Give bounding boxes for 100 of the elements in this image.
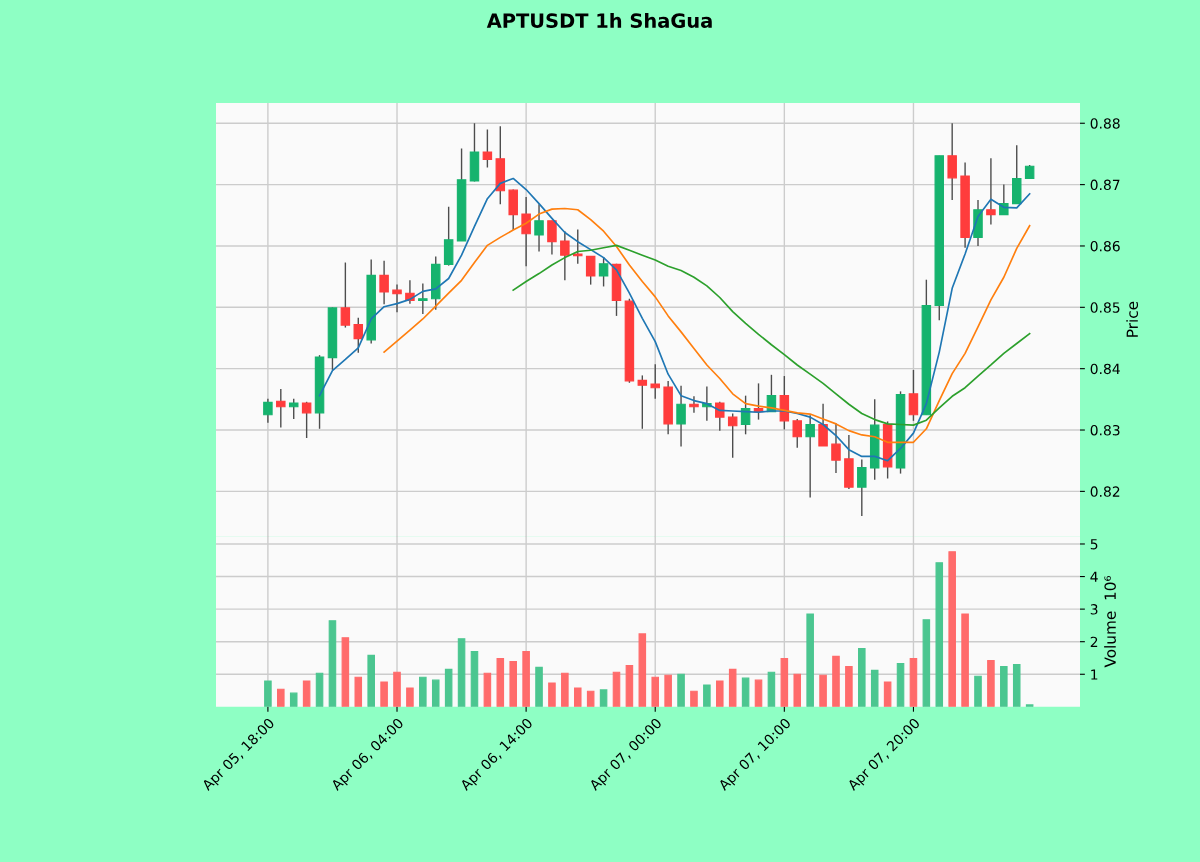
candlestick [831, 422, 841, 474]
candlestick [288, 398, 299, 420]
candlestick [598, 256, 609, 288]
bar [586, 690, 595, 707]
bar [780, 658, 789, 707]
bar [354, 676, 363, 707]
y-tick-label: 0.86 [1090, 240, 1120, 252]
y-tick-label: 2 [1090, 636, 1098, 647]
candlestick [857, 458, 867, 517]
candlestick [482, 128, 493, 169]
y-tick-label: 1 [1091, 669, 1098, 680]
bar [431, 679, 440, 707]
candlestick [534, 203, 544, 253]
candlestick [392, 283, 402, 313]
y-tick-label: 0.87 [1090, 179, 1120, 191]
candlestick [418, 282, 428, 315]
bar [677, 673, 685, 707]
bar [264, 680, 272, 707]
bar [728, 668, 737, 707]
line-series [383, 207, 1031, 444]
y-axis-title: Price [1126, 301, 1139, 337]
bar [509, 661, 517, 707]
candlestick [637, 374, 648, 430]
bar [289, 692, 298, 707]
bar [419, 676, 427, 707]
bar [987, 660, 995, 707]
bar [909, 658, 918, 707]
y-tick-label: 0.88 [1090, 118, 1120, 129]
candlestick [573, 228, 583, 265]
bar [651, 676, 660, 707]
bar [664, 674, 672, 707]
y-tick-label: 0.85 [1090, 302, 1120, 313]
bar [819, 674, 827, 707]
bar [625, 664, 634, 707]
bar [1000, 665, 1008, 707]
candlestick [340, 261, 351, 329]
candlestick [689, 395, 699, 414]
candlestick [818, 402, 828, 447]
bar [612, 671, 621, 707]
bar [703, 684, 711, 707]
bar [535, 666, 543, 707]
bar [277, 688, 285, 707]
bar [716, 680, 724, 707]
bar [315, 672, 324, 707]
y-tick-label: 0.82 [1090, 486, 1120, 497]
bar [832, 655, 840, 707]
candlestick [805, 414, 815, 499]
bar [380, 681, 388, 707]
candlestick [276, 388, 286, 429]
bar [367, 654, 375, 707]
bar [341, 637, 350, 707]
bar [858, 647, 866, 707]
bar [470, 650, 479, 707]
bar [393, 671, 401, 707]
bar [548, 682, 556, 707]
bar [444, 668, 453, 707]
candlestick [908, 369, 919, 422]
y-tick-label: 0.83 [1090, 424, 1120, 436]
candlestick [547, 220, 557, 256]
candlestick [379, 259, 389, 305]
bar [845, 665, 853, 707]
candlestick [263, 398, 273, 424]
y-axis-title: Volume 10⁶ [1104, 575, 1116, 668]
bar [406, 687, 414, 707]
y-tick-label: 0.84 [1090, 363, 1120, 375]
bar [573, 687, 582, 707]
bar [922, 619, 931, 707]
candlestick [650, 363, 660, 400]
bar [483, 672, 492, 707]
bar [935, 562, 944, 707]
bar [690, 690, 698, 707]
bar [767, 671, 776, 707]
candlestick [301, 401, 312, 439]
candlestick [727, 412, 738, 459]
bar [328, 620, 337, 707]
candlestick [986, 157, 996, 226]
bar [948, 551, 956, 707]
bar [870, 669, 879, 707]
bar [883, 681, 892, 707]
candlestick [521, 196, 531, 267]
candlestick [947, 122, 957, 201]
bar [974, 675, 982, 707]
bar [793, 673, 802, 707]
y-tick-label: 5 [1090, 539, 1098, 550]
y-tick-label: 4 [1090, 571, 1098, 582]
candlestick [353, 317, 364, 354]
bar [806, 613, 814, 707]
bar [961, 613, 969, 707]
bar [561, 672, 569, 707]
bar [522, 650, 530, 707]
line-series [318, 177, 1031, 462]
chart-title: APTUSDT 1h ShaGua [486, 12, 712, 28]
bar [1012, 663, 1021, 707]
candlestick [676, 385, 686, 448]
candlestick [560, 230, 570, 282]
bar [599, 689, 608, 707]
bar [896, 662, 905, 707]
bar [496, 658, 505, 707]
bar [302, 680, 311, 707]
bar [638, 633, 647, 707]
